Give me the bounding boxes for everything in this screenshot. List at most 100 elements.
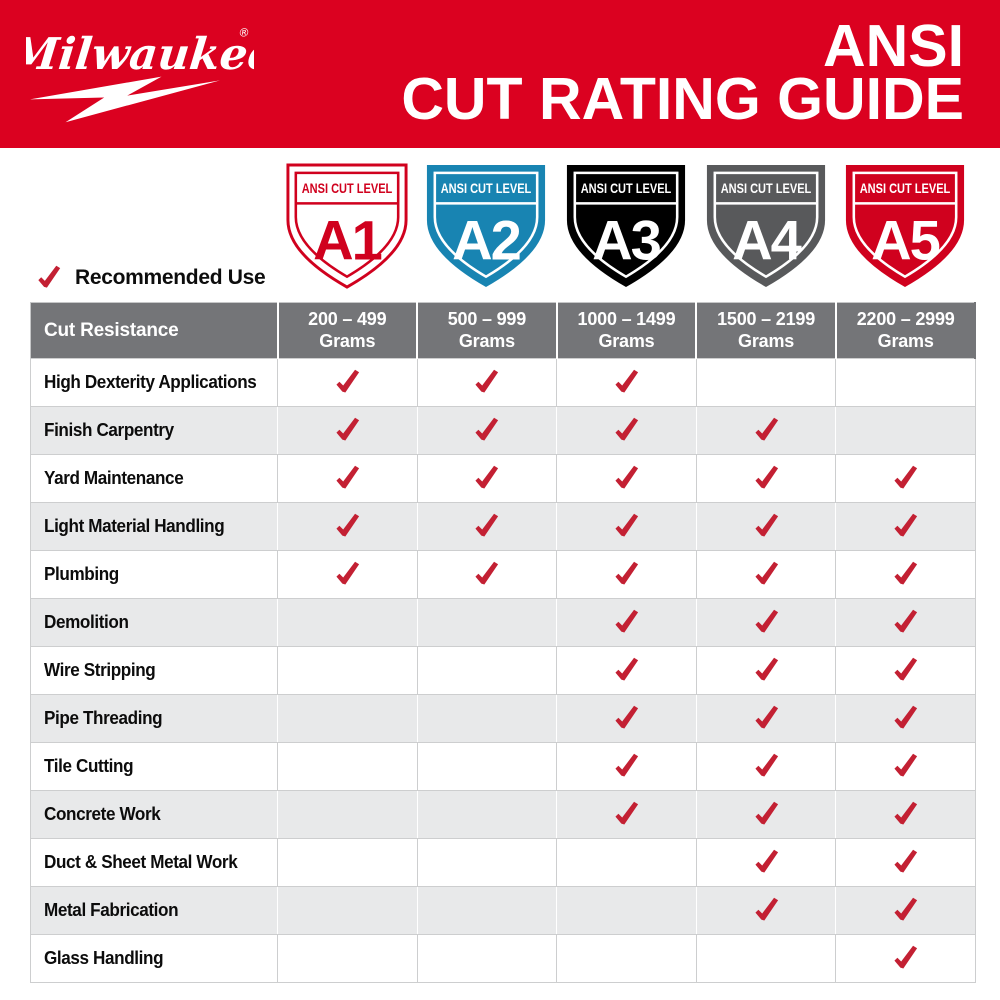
check-cell [416, 406, 558, 455]
shield-band-label: ANSI CUT LEVEL [441, 181, 532, 196]
check-cell [556, 502, 697, 551]
table-row: Tile Cutting [30, 742, 976, 791]
check-cell [277, 886, 418, 935]
gram-range-header: 500 – 999 Grams [417, 302, 558, 359]
check-cell [695, 790, 837, 839]
gram-range: 2200 – 2999 [856, 309, 955, 330]
row-label: Concrete Work [30, 790, 278, 839]
table-row: Wire Stripping [30, 646, 976, 695]
check-cell [835, 838, 976, 887]
check-icon [473, 417, 500, 444]
check-icon [892, 513, 919, 540]
check-icon [753, 561, 780, 588]
check-cell [695, 502, 837, 551]
row-label: Glass Handling [30, 934, 278, 983]
check-cell [695, 598, 837, 647]
gram-unit: Grams [319, 330, 376, 351]
check-cell [277, 358, 418, 407]
table-row: High Dexterity Applications [30, 358, 976, 407]
check-icon [753, 753, 780, 780]
check-icon [753, 465, 780, 492]
check-cell [416, 598, 558, 647]
check-icon [473, 465, 500, 492]
check-cell [277, 790, 418, 839]
check-cell [835, 358, 976, 407]
row-label: Light Material Handling [30, 502, 278, 551]
check-cell [416, 694, 558, 743]
ansi-cut-level-shield-a2: ANSI CUT LEVEL A2 [427, 164, 546, 288]
table-row: Yard Maintenance [30, 454, 976, 503]
check-icon [613, 801, 640, 828]
cut-rating-table: Cut Resistance 200 – 499 Grams 500 – 999 Gra… [30, 302, 977, 983]
ansi-cut-level-shield-a1: ANSI CUT LEVEL A1 [286, 163, 408, 289]
check-cell [695, 646, 837, 695]
row-label: Metal Fabrication [30, 886, 278, 935]
check-icon [892, 753, 919, 780]
table-row: Concrete Work [30, 790, 976, 839]
check-icon [473, 369, 500, 396]
ansi-cut-level-shield-a3: ANSI CUT LEVEL A3 [566, 164, 686, 288]
check-icon [613, 561, 640, 588]
table-row: Light Material Handling [30, 502, 976, 551]
check-cell [695, 550, 837, 599]
check-cell [556, 838, 697, 887]
shield-slot: ANSI CUT LEVEL A2 [417, 161, 557, 297]
check-icon [892, 465, 919, 492]
check-cell [695, 742, 837, 791]
check-cell [277, 598, 418, 647]
check-cell [277, 694, 418, 743]
shield-level: A3 [592, 208, 661, 271]
check-icon [334, 465, 361, 492]
check-cell [695, 358, 837, 407]
check-cell [556, 742, 697, 791]
ansi-cut-level-shield-a5: ANSI CUT LEVEL A5 [846, 164, 965, 288]
table-row: Plumbing [30, 550, 976, 599]
cut-resistance-header: Cut Resistance [30, 302, 279, 359]
check-cell [277, 550, 418, 599]
row-label: Yard Maintenance [30, 454, 278, 503]
row-label: Tile Cutting [30, 742, 278, 791]
shield-band-label: ANSI CUT LEVEL [302, 181, 393, 196]
check-icon [473, 561, 500, 588]
gram-range-header: 200 – 499 Grams [277, 302, 419, 359]
table-row: Finish Carpentry [30, 406, 976, 455]
gram-range-header: 1000 – 1499 Grams [556, 302, 698, 359]
page-title-line1: ANSI [823, 13, 964, 79]
check-icon [892, 897, 919, 924]
check-icon [613, 705, 640, 732]
check-icon [613, 417, 640, 444]
check-cell [556, 934, 697, 983]
check-icon [613, 609, 640, 636]
gram-range-header: 2200 – 2999 Grams [835, 302, 977, 359]
cut-level-shields-row: ANSI CUT LEVEL A1 ANSI CUT LEVEL A2 ANSI… [277, 161, 975, 297]
check-icon [473, 513, 500, 540]
check-icon [613, 465, 640, 492]
check-icon [892, 945, 919, 972]
check-icon [753, 705, 780, 732]
gram-unit: Grams [598, 330, 655, 351]
row-label: Pipe Threading [30, 694, 278, 743]
check-cell [835, 886, 976, 935]
check-icon [753, 513, 780, 540]
check-cell [556, 454, 697, 503]
check-cell [695, 934, 837, 983]
check-cell [416, 550, 558, 599]
check-cell [277, 742, 418, 791]
shield-level: A1 [313, 208, 382, 271]
check-cell [835, 934, 976, 983]
table-row: Glass Handling [30, 934, 976, 983]
check-icon [892, 609, 919, 636]
check-icon [36, 265, 62, 291]
check-cell [416, 646, 558, 695]
row-label: Wire Stripping [30, 646, 278, 695]
check-cell [277, 646, 418, 695]
gram-range: 1500 – 2199 [717, 309, 816, 330]
check-cell [695, 406, 837, 455]
check-cell [416, 742, 558, 791]
gram-unit: Grams [877, 330, 934, 351]
check-icon [613, 369, 640, 396]
table-row: Demolition [30, 598, 976, 647]
header-banner: Milwaukee ® ANSI CUT RATING GUIDE [0, 0, 1000, 148]
shield-slot: ANSI CUT LEVEL A5 [835, 161, 975, 297]
check-cell [835, 742, 976, 791]
